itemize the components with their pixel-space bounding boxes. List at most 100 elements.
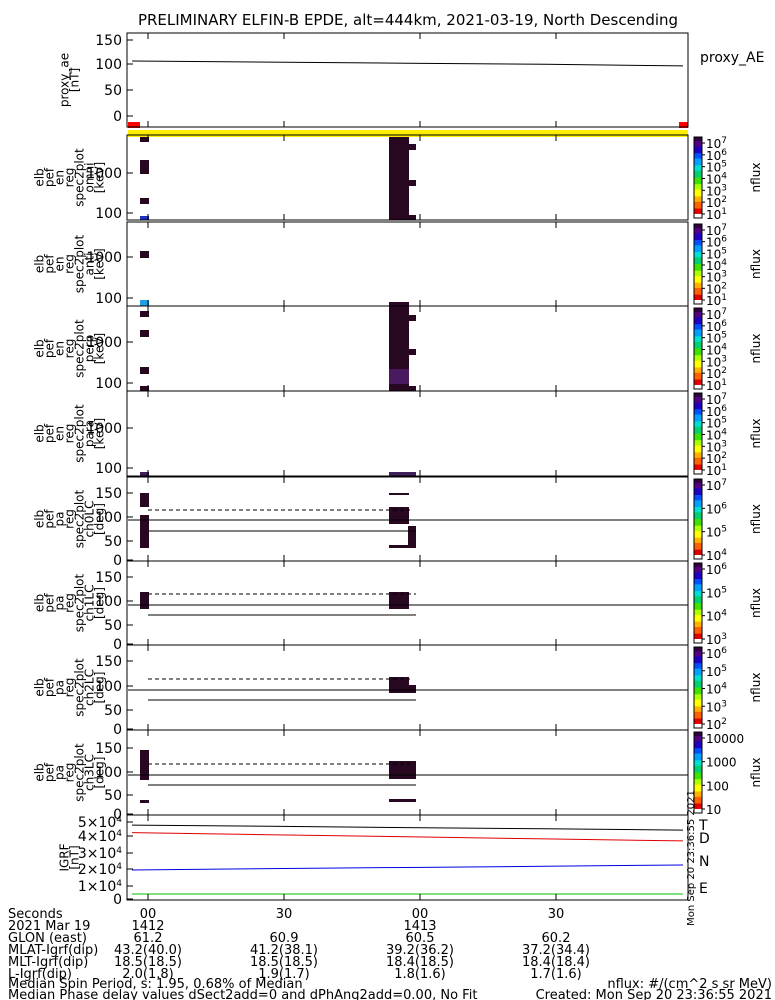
colorbar-segment xyxy=(694,440,702,443)
colorbar-segment xyxy=(694,795,702,798)
colorbar-tick-label: 106 xyxy=(706,235,727,250)
colorbar-segment xyxy=(694,794,702,796)
colorbar-segment xyxy=(694,537,702,540)
colorbar-segment xyxy=(694,411,702,414)
colorbar-segment xyxy=(694,249,702,252)
colorbar-segment xyxy=(694,686,702,688)
colorbar-segment xyxy=(694,328,702,331)
y-axis-label: reg xyxy=(63,254,77,274)
colorbar-segment xyxy=(694,376,702,379)
colorbar-segment xyxy=(694,768,702,771)
colorbar-segment xyxy=(694,264,702,266)
colorbar-segment xyxy=(694,238,702,241)
ephemeris-value: 61.2 xyxy=(134,931,163,946)
colorbar-segment xyxy=(694,336,702,339)
colorbar-segment xyxy=(694,780,702,783)
colorbar-segment xyxy=(694,312,702,314)
colorbar-segment xyxy=(694,205,702,208)
colorbar-segment xyxy=(694,228,702,230)
colorbar-segment xyxy=(694,289,702,292)
colorbar-segment xyxy=(694,721,702,724)
colorbar-segment xyxy=(694,232,702,234)
y-tick-label: 150 xyxy=(95,570,122,586)
colorbar-segment xyxy=(694,492,702,495)
colorbar-segment xyxy=(694,270,702,273)
colorbar-segment xyxy=(694,339,702,341)
colorbar-segment xyxy=(694,687,702,690)
footnote-phase: Median Phase delay values dSect2add=0 an… xyxy=(8,988,477,1000)
panel-ch2LC: 106 105 104 103 102 nflux 150 100 50 0 elbpefpareg… xyxy=(33,644,763,738)
units-note: nflux: #/(cm^2 s sr MeV) xyxy=(607,977,772,992)
colorbar-segment xyxy=(694,648,702,651)
colorbar-tick-label: 105 xyxy=(706,664,727,679)
colorbar-segment xyxy=(694,464,702,467)
colorbar-segment xyxy=(694,524,702,527)
data-pixel xyxy=(140,386,149,391)
colorbar-segment xyxy=(694,274,702,277)
y-axis-label: pa xyxy=(53,512,67,527)
colorbar-frame xyxy=(693,562,703,644)
colorbar-segment xyxy=(694,225,702,228)
colorbar-segment xyxy=(694,661,702,664)
y-axis-label: omni xyxy=(83,163,97,193)
colorbar-segment xyxy=(694,348,702,351)
colorbar-segment xyxy=(694,460,702,463)
colorbar-segment xyxy=(694,799,702,802)
colorbar-segment xyxy=(694,297,702,300)
y-tick-label: 50 xyxy=(104,703,122,719)
colorbar-segment xyxy=(694,636,702,639)
colorbar-segment xyxy=(694,301,702,304)
ephemeris-value: 60.9 xyxy=(270,931,299,946)
colorbar-segment xyxy=(694,280,702,282)
y-tick-label: 150 xyxy=(95,33,122,49)
colorbar-segment xyxy=(694,786,702,788)
y-axis-label: elb xyxy=(33,168,47,186)
y-axis-label: pef xyxy=(43,509,57,529)
data-pixel xyxy=(408,215,416,220)
panel-proxy_ae: proxy_AE 150 100 50 0 proxy_ae[nT] xyxy=(58,32,764,128)
colorbar-segment xyxy=(694,256,702,258)
colorbar-segment xyxy=(694,531,702,533)
colorbar-segment xyxy=(694,565,702,568)
y-tick-label: 50 xyxy=(104,788,122,804)
colorbar-segment xyxy=(694,519,702,521)
colorbar-segment xyxy=(694,208,702,211)
colorbar-tick-label: 102 xyxy=(706,281,727,296)
colorbar-segment xyxy=(694,322,702,325)
colorbar-segment xyxy=(694,329,702,332)
colorbar-label: nflux xyxy=(749,758,763,788)
colorbar-segment xyxy=(694,691,702,694)
colorbar-segment xyxy=(694,209,702,212)
colorbar-segment xyxy=(694,760,702,763)
colorbar-segment xyxy=(694,777,702,780)
colorbar-segment xyxy=(694,535,702,537)
ephemeris-value: 60.2 xyxy=(542,931,571,946)
colorbar-segment xyxy=(694,678,702,680)
colorbar-segment xyxy=(694,597,702,600)
colorbar-segment xyxy=(694,616,702,619)
colorbar-tick-label: 104 xyxy=(706,428,727,443)
colorbar-segment xyxy=(694,653,702,656)
colorbar-tick-label: 103 xyxy=(706,354,727,369)
colorbar-segment xyxy=(694,607,702,609)
colorbar-tick-label: 107 xyxy=(706,136,727,151)
colorbar-segment xyxy=(694,436,702,439)
series-label: E xyxy=(699,881,708,897)
colorbar-segment xyxy=(694,415,702,418)
y-tick-label: 1×104 xyxy=(78,879,122,895)
y-tick-label: 100 xyxy=(95,679,122,695)
colorbar-segment xyxy=(694,325,702,328)
colorbar xyxy=(694,732,702,814)
colorbar-segment xyxy=(694,523,702,525)
colorbar-segment xyxy=(694,260,702,262)
colorbar-segment xyxy=(694,467,702,470)
y-tick-label: 1000 xyxy=(86,335,122,351)
colorbar-segment xyxy=(694,265,702,268)
colorbar-segment xyxy=(694,579,702,581)
colorbar-segment xyxy=(694,596,702,599)
colorbar-segment xyxy=(694,453,702,456)
colorbar-segment xyxy=(694,375,702,378)
data-pixel xyxy=(140,251,149,258)
colorbar-segment xyxy=(694,500,702,503)
